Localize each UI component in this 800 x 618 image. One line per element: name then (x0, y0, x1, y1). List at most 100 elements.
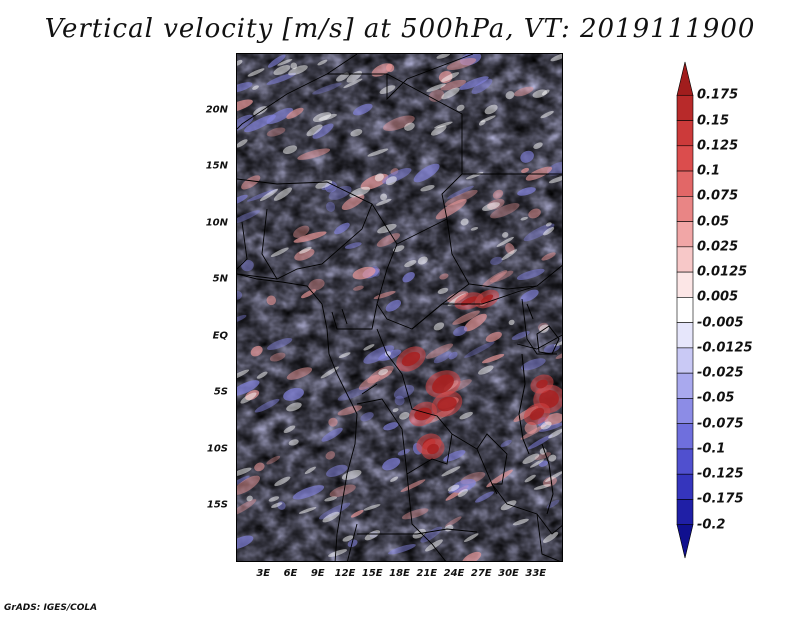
field-blob (452, 310, 480, 325)
field-blob (283, 387, 304, 401)
field-blob (329, 484, 356, 498)
field-blob (397, 448, 410, 456)
field-blob (271, 502, 283, 508)
field-blob (266, 455, 281, 465)
colorbar-segment (676, 473, 694, 500)
field-blob (426, 83, 446, 92)
field-blob (352, 103, 373, 116)
colorbar-segment (676, 322, 694, 349)
field-blob (375, 198, 392, 206)
colorbar-segment (676, 145, 694, 172)
field-blob (541, 89, 550, 96)
field-blob (360, 412, 374, 422)
colorbar-segment (676, 94, 694, 121)
country-border (411, 285, 538, 330)
field-blob (288, 439, 299, 446)
field-blob (541, 252, 556, 261)
lon-tick-label: 12E (334, 568, 356, 579)
field-blob (237, 314, 247, 324)
field-blob (413, 163, 440, 183)
field-blob (237, 475, 250, 488)
lon-tick-label: 18E (389, 568, 410, 579)
lon-tick-label: 21E (416, 568, 438, 579)
colorbar-segment (676, 423, 694, 450)
country-border (516, 334, 562, 350)
field-blob (328, 417, 338, 427)
field-blob (266, 295, 277, 306)
field-blob (267, 54, 286, 68)
field-blob (447, 484, 460, 492)
field-blob (367, 148, 389, 157)
field-blob (256, 371, 268, 379)
field-blob (237, 114, 254, 132)
lon-tick-label: 3E (256, 568, 271, 579)
field-blob (324, 496, 338, 502)
field-blob (432, 374, 454, 394)
field-blob (253, 106, 268, 116)
field-blob (446, 58, 477, 70)
lon-tick-label: 6E (283, 568, 298, 579)
field-blob (508, 319, 515, 326)
colorbar-label: -0.175 (697, 491, 744, 507)
field-blob (517, 187, 536, 196)
colorbar-segment (676, 297, 694, 323)
field-blob (460, 54, 482, 66)
field-blob (286, 107, 304, 119)
field-blob (524, 474, 536, 483)
colorbar-label: -0.2 (697, 517, 726, 533)
field-blob (538, 422, 562, 432)
field-blob (546, 499, 560, 509)
field-blob (269, 352, 286, 362)
colorbar-segment (676, 246, 694, 273)
field-blob (317, 59, 328, 66)
colorbar-segment (676, 120, 694, 147)
field-blob (502, 232, 509, 238)
colorbar-label: 0.0125 (697, 264, 748, 280)
field-blob (268, 496, 280, 502)
field-blob (417, 256, 428, 265)
field-blob (388, 544, 416, 555)
field-blob (241, 175, 261, 190)
lon-tick-label: 27E (470, 568, 492, 579)
field-blob (378, 368, 389, 376)
colorbar-label: -0.125 (697, 466, 744, 482)
colorbar-label: 0.075 (697, 188, 739, 204)
field-blob (460, 218, 469, 226)
country-border (237, 54, 358, 130)
field-blob (325, 201, 336, 212)
field-blob (363, 344, 375, 351)
field-blob (485, 331, 502, 342)
field-blob (380, 193, 388, 201)
coastline (237, 273, 358, 561)
field-blob (364, 530, 380, 541)
field-blob (401, 508, 429, 520)
field-blob (392, 245, 405, 253)
field-blob (548, 428, 562, 439)
field-blob (293, 231, 327, 243)
field-blob (393, 384, 415, 399)
lat-tick-label: 5S (213, 386, 228, 398)
field-blob (490, 203, 520, 219)
field-blob (286, 367, 313, 380)
country-border (376, 328, 498, 495)
field-blob (237, 535, 254, 550)
field-blob (482, 270, 508, 288)
field-blob (470, 226, 479, 231)
field-blob (402, 272, 415, 283)
field-blob (520, 358, 546, 371)
field-blob (433, 351, 452, 364)
field-blob (326, 464, 348, 477)
field-blob (459, 411, 473, 420)
colorbar-segment (676, 196, 694, 222)
field-blob (237, 475, 261, 495)
field-blob (334, 222, 350, 235)
field-blob (320, 366, 339, 379)
footer-credit: GrADS: IGES/COLA (4, 603, 98, 613)
field-blob (358, 374, 380, 391)
field-blob (392, 408, 399, 413)
lon-tick-label: 30E (498, 568, 519, 579)
field-blob (338, 352, 351, 359)
country-border (261, 208, 278, 280)
field-blob (484, 104, 498, 115)
field-blob (486, 469, 513, 488)
